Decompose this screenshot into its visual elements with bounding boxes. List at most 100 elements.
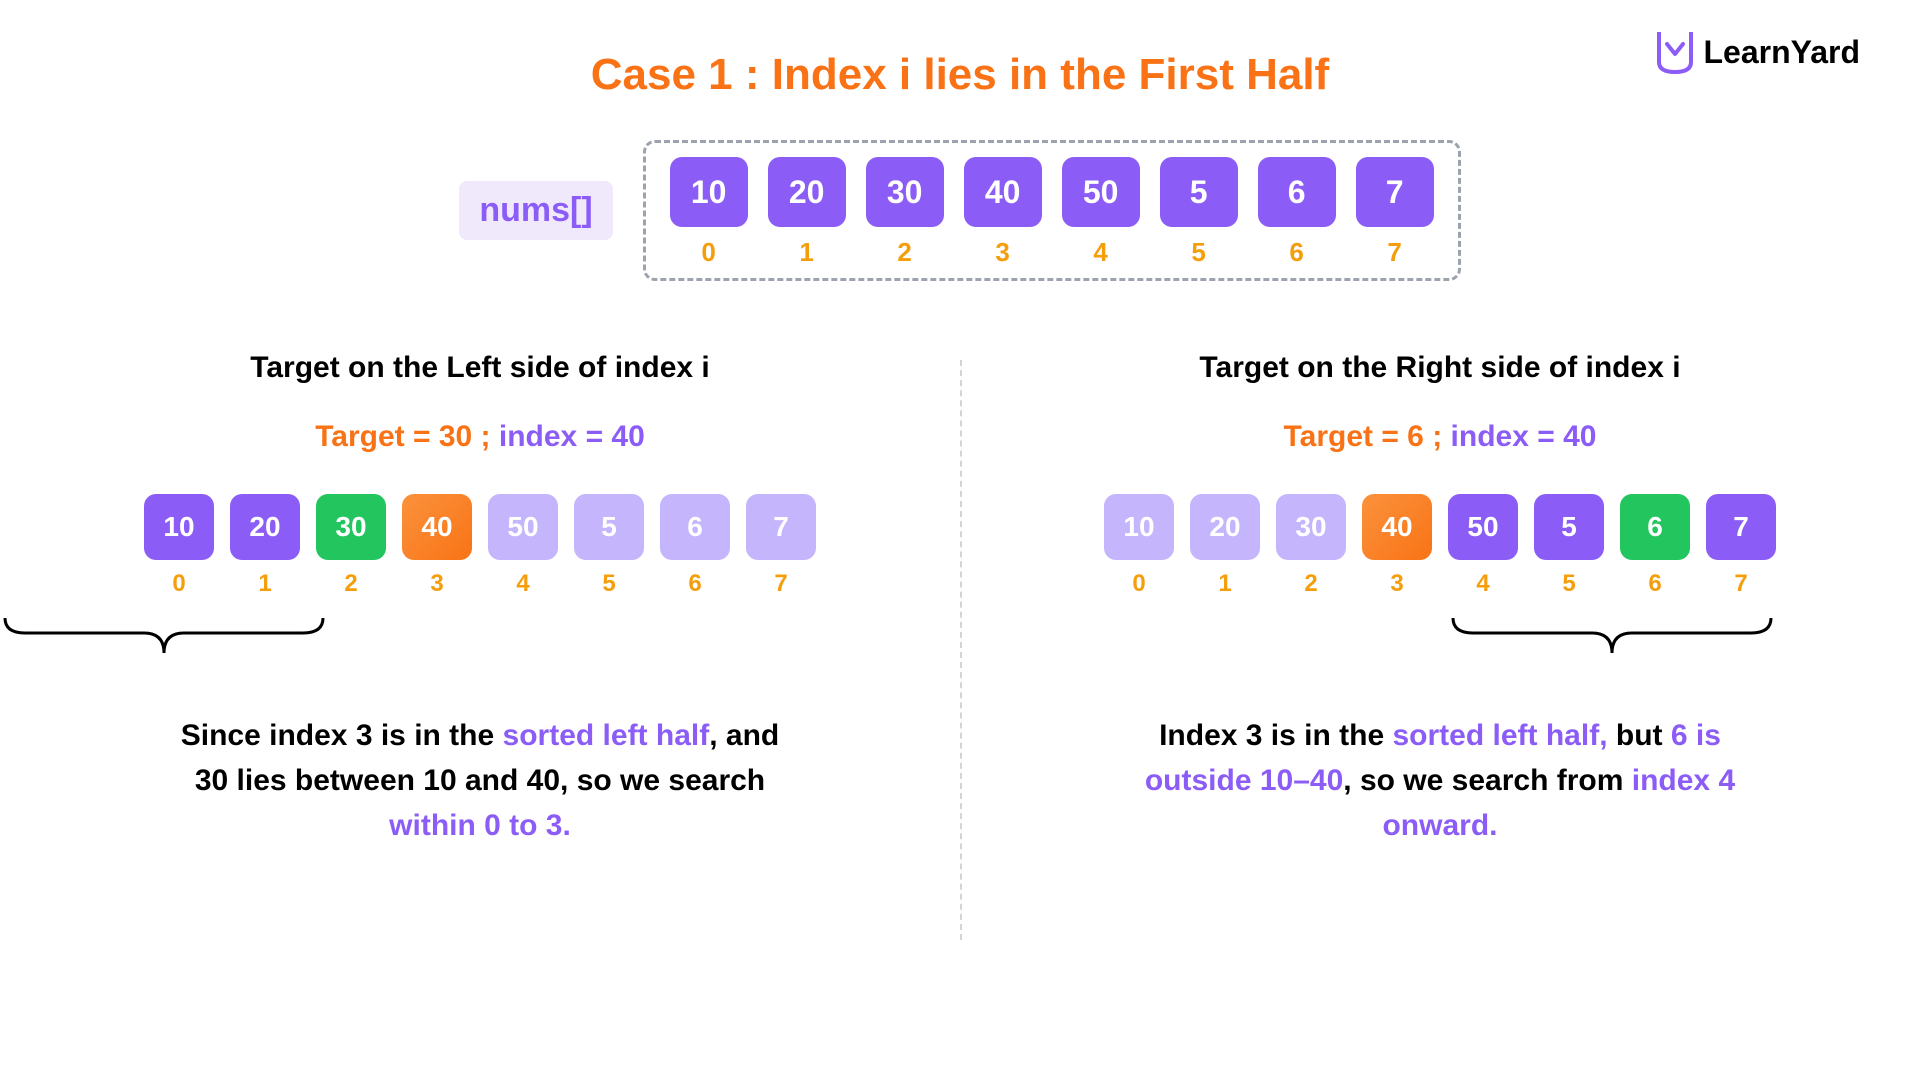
array-cell: 30 xyxy=(866,157,944,227)
logo: LearnYard xyxy=(1655,30,1860,74)
array-index: 2 xyxy=(897,237,911,268)
explanation-text: Index 3 is in the xyxy=(1159,719,1392,752)
left-target-line: Target = 30 ; index = 40 xyxy=(315,420,645,454)
array-cell: 10 xyxy=(1104,494,1174,560)
array-cell: 30 xyxy=(316,494,386,560)
array-item: 66 xyxy=(1258,157,1336,268)
array-label: nums[] xyxy=(459,181,612,240)
vertical-divider xyxy=(960,360,962,940)
explanation-text: but xyxy=(1608,719,1671,752)
explanation-text: sorted left half xyxy=(503,719,710,752)
array-index: 5 xyxy=(1562,570,1575,598)
array-cell: 7 xyxy=(1706,494,1776,560)
array-item: 201 xyxy=(230,494,300,598)
array-item: 403 xyxy=(402,494,472,598)
explanation-text: Since index 3 is in the xyxy=(181,719,503,752)
array-index: 1 xyxy=(1218,570,1231,598)
array-index: 6 xyxy=(1289,237,1303,268)
array-index: 3 xyxy=(430,570,443,598)
array-cell: 20 xyxy=(768,157,846,227)
array-cell: 10 xyxy=(670,157,748,227)
page-title: Case 1 : Index i lies in the First Half xyxy=(0,0,1920,100)
array-index: 4 xyxy=(1476,570,1489,598)
right-target-line: Target = 6 ; index = 40 xyxy=(1284,420,1597,454)
explanation-text: within 0 to 3. xyxy=(389,809,571,842)
array-cell: 6 xyxy=(1620,494,1690,560)
array-index: 3 xyxy=(1390,570,1403,598)
array-index: 7 xyxy=(1734,570,1747,598)
array-index: 7 xyxy=(774,570,787,598)
left-half: Target on the Left side of index i Targe… xyxy=(0,351,960,848)
array-index: 4 xyxy=(1093,237,1107,268)
left-target-prefix: Target = 30 ; xyxy=(315,420,499,453)
array-item: 100 xyxy=(670,157,748,268)
array-item: 201 xyxy=(1190,494,1260,598)
array-index: 0 xyxy=(701,237,715,268)
array-index: 4 xyxy=(516,570,529,598)
array-cell: 5 xyxy=(1160,157,1238,227)
explanation-text: sorted left half, xyxy=(1393,719,1608,752)
left-target-suffix: index = 40 xyxy=(499,420,645,453)
brace-icon xyxy=(0,613,328,663)
array-item: 201 xyxy=(768,157,846,268)
array-item: 66 xyxy=(1620,494,1690,598)
array-item: 302 xyxy=(1276,494,1346,598)
left-brace xyxy=(0,613,672,663)
right-explanation: Index 3 is in the sorted left half, but … xyxy=(1120,713,1760,848)
main-array-box: 100201302403504556677 xyxy=(643,140,1461,281)
array-cell: 7 xyxy=(746,494,816,560)
array-cell: 30 xyxy=(1276,494,1346,560)
array-item: 302 xyxy=(316,494,386,598)
array-cell: 40 xyxy=(1362,494,1432,560)
array-cell: 5 xyxy=(574,494,644,560)
array-cell: 50 xyxy=(488,494,558,560)
array-index: 6 xyxy=(688,570,701,598)
array-item: 403 xyxy=(1362,494,1432,598)
left-array: 100201302403504556677 xyxy=(144,494,816,598)
array-index: 0 xyxy=(1132,570,1145,598)
array-index: 0 xyxy=(172,570,185,598)
right-target-prefix: Target = 6 ; xyxy=(1284,420,1451,453)
array-item: 100 xyxy=(1104,494,1174,598)
array-item: 77 xyxy=(1356,157,1434,268)
array-index: 1 xyxy=(799,237,813,268)
right-subtitle: Target on the Right side of index i xyxy=(1199,351,1680,385)
array-cell: 40 xyxy=(964,157,1042,227)
array-item: 55 xyxy=(574,494,644,598)
array-cell: 6 xyxy=(1258,157,1336,227)
array-item: 55 xyxy=(1160,157,1238,268)
left-subtitle: Target on the Left side of index i xyxy=(250,351,709,385)
array-cell: 50 xyxy=(1448,494,1518,560)
array-index: 2 xyxy=(1304,570,1317,598)
array-cell: 20 xyxy=(1190,494,1260,560)
array-item: 100 xyxy=(144,494,214,598)
array-index: 6 xyxy=(1648,570,1661,598)
right-half: Target on the Right side of index i Targ… xyxy=(960,351,1920,848)
left-explanation: Since index 3 is in the sorted left half… xyxy=(160,713,800,848)
array-item: 302 xyxy=(866,157,944,268)
array-item: 504 xyxy=(1448,494,1518,598)
array-cell: 20 xyxy=(230,494,300,560)
array-item: 504 xyxy=(488,494,558,598)
brace-icon xyxy=(1448,613,1776,663)
logo-text: LearnYard xyxy=(1703,34,1860,71)
right-target-suffix: index = 40 xyxy=(1451,420,1597,453)
main-array-container: nums[] 100201302403504556677 xyxy=(0,140,1920,281)
array-cell: 50 xyxy=(1062,157,1140,227)
right-array: 100201302403504556677 xyxy=(1104,494,1776,598)
logo-icon xyxy=(1655,30,1695,74)
array-index: 5 xyxy=(1191,237,1205,268)
right-brace xyxy=(1104,613,1776,663)
array-item: 403 xyxy=(964,157,1042,268)
array-cell: 7 xyxy=(1356,157,1434,227)
array-item: 77 xyxy=(746,494,816,598)
array-index: 1 xyxy=(258,570,271,598)
array-cell: 5 xyxy=(1534,494,1604,560)
array-index: 5 xyxy=(602,570,615,598)
array-cell: 10 xyxy=(144,494,214,560)
array-index: 3 xyxy=(995,237,1009,268)
array-item: 77 xyxy=(1706,494,1776,598)
array-index: 2 xyxy=(344,570,357,598)
array-item: 66 xyxy=(660,494,730,598)
array-cell: 40 xyxy=(402,494,472,560)
